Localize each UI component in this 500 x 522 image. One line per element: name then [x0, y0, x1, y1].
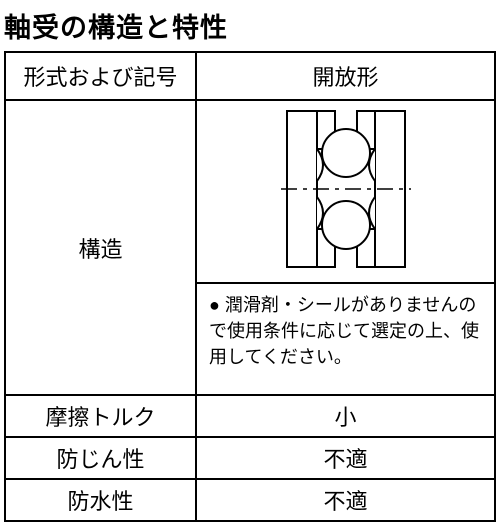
table-row: 防じん性 不適	[5, 437, 495, 479]
structure-diagram-cell	[196, 100, 495, 283]
table-row: 防水性 不適	[5, 479, 495, 521]
bearing-table: 形式および記号 開放形 構造	[4, 51, 496, 522]
table-row: 摩擦トルク 小	[5, 395, 495, 437]
friction-label: 摩擦トルク	[5, 395, 196, 437]
table-row: 形式および記号 開放形	[5, 52, 495, 100]
structure-label: 構造	[5, 100, 196, 395]
dust-value: 不適	[196, 437, 495, 479]
header-left: 形式および記号	[5, 52, 196, 100]
page-title: 軸受の構造と特性	[0, 6, 500, 45]
note-bullet: ●	[209, 295, 220, 315]
bearing-diagram-icon	[281, 105, 411, 273]
water-value: 不適	[196, 479, 495, 521]
friction-value: 小	[196, 395, 495, 437]
water-label: 防水性	[5, 479, 196, 521]
note-text: 潤滑剤・シールがありませんので使用条件に応じて選定の上、使用してください。	[209, 295, 479, 367]
table-row: 構造	[5, 100, 495, 283]
structure-note: ● 潤滑剤・シールがありませんので使用条件に応じて選定の上、使用してください。	[196, 283, 495, 395]
header-right: 開放形	[196, 52, 495, 100]
dust-label: 防じん性	[5, 437, 196, 479]
